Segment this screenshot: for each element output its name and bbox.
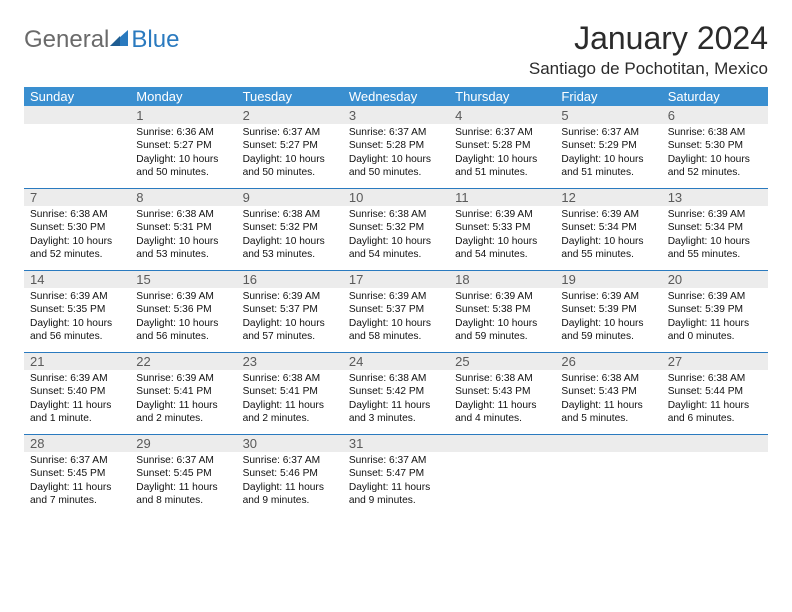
day-number-cell: 27	[662, 352, 768, 370]
logo: General Blue	[24, 20, 179, 54]
day-number-cell: 25	[449, 352, 555, 370]
day-body-cell: Sunrise: 6:37 AMSunset: 5:45 PMDaylight:…	[130, 452, 236, 516]
day-body-cell: Sunrise: 6:38 AMSunset: 5:44 PMDaylight:…	[662, 370, 768, 434]
day-body-cell: Sunrise: 6:37 AMSunset: 5:27 PMDaylight:…	[237, 124, 343, 188]
day-body-cell: Sunrise: 6:39 AMSunset: 5:39 PMDaylight:…	[662, 288, 768, 352]
day-body-cell: Sunrise: 6:39 AMSunset: 5:34 PMDaylight:…	[662, 206, 768, 270]
day-body-cell: Sunrise: 6:36 AMSunset: 5:27 PMDaylight:…	[130, 124, 236, 188]
day-body-cell: Sunrise: 6:37 AMSunset: 5:28 PMDaylight:…	[343, 124, 449, 188]
day-body-cell: Sunrise: 6:39 AMSunset: 5:33 PMDaylight:…	[449, 206, 555, 270]
day-body-cell: Sunrise: 6:38 AMSunset: 5:32 PMDaylight:…	[343, 206, 449, 270]
day-number-cell: 23	[237, 352, 343, 370]
day-number-cell	[24, 106, 130, 124]
week-body-row: Sunrise: 6:36 AMSunset: 5:27 PMDaylight:…	[24, 124, 768, 188]
logo-text-general: General	[24, 26, 109, 54]
day-number-cell: 20	[662, 270, 768, 288]
day-body-cell: Sunrise: 6:39 AMSunset: 5:37 PMDaylight:…	[343, 288, 449, 352]
day-number-cell: 26	[555, 352, 661, 370]
day-body-cell	[24, 124, 130, 188]
day-number-cell: 1	[130, 106, 236, 124]
day-body-cell: Sunrise: 6:37 AMSunset: 5:46 PMDaylight:…	[237, 452, 343, 516]
day-body-cell: Sunrise: 6:37 AMSunset: 5:28 PMDaylight:…	[449, 124, 555, 188]
month-title: January 2024	[529, 20, 768, 57]
logo-sail-icon	[108, 28, 130, 53]
day-number-cell: 10	[343, 188, 449, 206]
day-number-cell: 30	[237, 434, 343, 452]
day-header: Monday	[130, 87, 236, 106]
day-body-cell: Sunrise: 6:39 AMSunset: 5:41 PMDaylight:…	[130, 370, 236, 434]
day-header: Tuesday	[237, 87, 343, 106]
day-header: Sunday	[24, 87, 130, 106]
day-header: Wednesday	[343, 87, 449, 106]
day-body-cell: Sunrise: 6:39 AMSunset: 5:38 PMDaylight:…	[449, 288, 555, 352]
day-number-cell	[662, 434, 768, 452]
day-number-cell	[555, 434, 661, 452]
day-body-cell: Sunrise: 6:39 AMSunset: 5:35 PMDaylight:…	[24, 288, 130, 352]
day-header: Thursday	[449, 87, 555, 106]
day-number-cell: 15	[130, 270, 236, 288]
week-body-row: Sunrise: 6:37 AMSunset: 5:45 PMDaylight:…	[24, 452, 768, 516]
day-number-cell: 16	[237, 270, 343, 288]
day-number-cell: 4	[449, 106, 555, 124]
day-body-cell: Sunrise: 6:39 AMSunset: 5:40 PMDaylight:…	[24, 370, 130, 434]
week-body-row: Sunrise: 6:39 AMSunset: 5:40 PMDaylight:…	[24, 370, 768, 434]
day-body-cell: Sunrise: 6:38 AMSunset: 5:43 PMDaylight:…	[449, 370, 555, 434]
day-number-cell: 17	[343, 270, 449, 288]
day-body-cell: Sunrise: 6:37 AMSunset: 5:47 PMDaylight:…	[343, 452, 449, 516]
day-header: Saturday	[662, 87, 768, 106]
day-number-cell: 8	[130, 188, 236, 206]
day-number-cell	[449, 434, 555, 452]
day-number-cell: 9	[237, 188, 343, 206]
week-number-row: 78910111213	[24, 188, 768, 206]
week-body-row: Sunrise: 6:39 AMSunset: 5:35 PMDaylight:…	[24, 288, 768, 352]
day-body-cell: Sunrise: 6:38 AMSunset: 5:30 PMDaylight:…	[662, 124, 768, 188]
day-number-cell: 31	[343, 434, 449, 452]
day-body-cell: Sunrise: 6:39 AMSunset: 5:37 PMDaylight:…	[237, 288, 343, 352]
day-body-cell	[555, 452, 661, 516]
location: Santiago de Pochotitan, Mexico	[529, 59, 768, 79]
day-number-cell: 29	[130, 434, 236, 452]
week-number-row: 21222324252627	[24, 352, 768, 370]
day-body-cell: Sunrise: 6:37 AMSunset: 5:29 PMDaylight:…	[555, 124, 661, 188]
day-body-cell: Sunrise: 6:38 AMSunset: 5:42 PMDaylight:…	[343, 370, 449, 434]
day-body-cell: Sunrise: 6:39 AMSunset: 5:36 PMDaylight:…	[130, 288, 236, 352]
day-number-cell: 6	[662, 106, 768, 124]
logo-text-blue: Blue	[131, 26, 179, 54]
calendar-table: Sunday Monday Tuesday Wednesday Thursday…	[24, 87, 768, 516]
day-number-cell: 3	[343, 106, 449, 124]
day-body-cell: Sunrise: 6:38 AMSunset: 5:31 PMDaylight:…	[130, 206, 236, 270]
week-number-row: 14151617181920	[24, 270, 768, 288]
day-body-cell: Sunrise: 6:38 AMSunset: 5:41 PMDaylight:…	[237, 370, 343, 434]
day-header: Friday	[555, 87, 661, 106]
day-number-cell: 21	[24, 352, 130, 370]
day-number-cell: 24	[343, 352, 449, 370]
week-body-row: Sunrise: 6:38 AMSunset: 5:30 PMDaylight:…	[24, 206, 768, 270]
day-number-cell: 11	[449, 188, 555, 206]
day-number-cell: 12	[555, 188, 661, 206]
title-block: January 2024 Santiago de Pochotitan, Mex…	[529, 20, 768, 79]
day-body-cell: Sunrise: 6:38 AMSunset: 5:30 PMDaylight:…	[24, 206, 130, 270]
day-number-cell: 7	[24, 188, 130, 206]
day-body-cell	[449, 452, 555, 516]
day-number-cell: 18	[449, 270, 555, 288]
day-number-cell: 5	[555, 106, 661, 124]
week-number-row: 28293031	[24, 434, 768, 452]
day-header-row: Sunday Monday Tuesday Wednesday Thursday…	[24, 87, 768, 106]
day-number-cell: 13	[662, 188, 768, 206]
day-body-cell: Sunrise: 6:37 AMSunset: 5:45 PMDaylight:…	[24, 452, 130, 516]
day-number-cell: 19	[555, 270, 661, 288]
day-number-cell: 28	[24, 434, 130, 452]
day-number-cell: 14	[24, 270, 130, 288]
day-body-cell: Sunrise: 6:39 AMSunset: 5:39 PMDaylight:…	[555, 288, 661, 352]
week-number-row: 123456	[24, 106, 768, 124]
day-body-cell: Sunrise: 6:39 AMSunset: 5:34 PMDaylight:…	[555, 206, 661, 270]
day-number-cell: 22	[130, 352, 236, 370]
header: General Blue January 2024 Santiago de Po…	[24, 20, 768, 79]
day-number-cell: 2	[237, 106, 343, 124]
day-body-cell: Sunrise: 6:38 AMSunset: 5:32 PMDaylight:…	[237, 206, 343, 270]
day-body-cell: Sunrise: 6:38 AMSunset: 5:43 PMDaylight:…	[555, 370, 661, 434]
day-body-cell	[662, 452, 768, 516]
